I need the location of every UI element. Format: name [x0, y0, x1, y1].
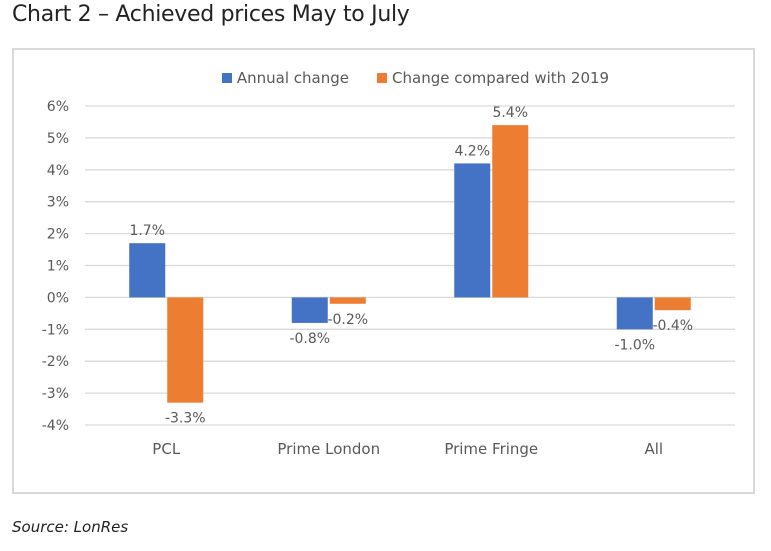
bar-annual-change — [616, 297, 653, 330]
chart-legend: Annual change Change compared with 2019 — [0, 69, 771, 87]
x-tick-label: All — [644, 440, 663, 458]
legend-item-change-vs-2019[interactable]: Change compared with 2019 — [377, 69, 609, 87]
data-label: -0.4% — [652, 318, 693, 334]
data-label: -0.2% — [327, 312, 368, 328]
legend-swatch-change-vs-2019 — [377, 73, 388, 83]
page-title: Chart 2 – Achieved prices May to July — [12, 2, 410, 27]
data-label: -3.3% — [165, 411, 206, 427]
y-tick-label: -1% — [42, 322, 69, 338]
y-tick-label: -3% — [42, 386, 69, 402]
y-tick-label: 5% — [47, 131, 69, 147]
data-label: 4.2% — [454, 143, 490, 159]
legend-label-change-vs-2019: Change compared with 2019 — [392, 69, 610, 87]
y-tick-label: 4% — [47, 163, 69, 179]
bar-change-vs-2019 — [329, 297, 366, 304]
data-label: -0.8% — [289, 331, 330, 347]
bar-annual-change — [129, 243, 166, 298]
legend-item-annual-change[interactable]: Annual change — [221, 69, 350, 87]
y-tick-label: 6% — [47, 99, 69, 115]
bar-change-vs-2019 — [654, 297, 691, 311]
y-tick-label: 0% — [47, 290, 69, 306]
x-tick-label: Prime London — [277, 440, 380, 458]
bar-change-vs-2019 — [167, 297, 204, 403]
source-note: Source: LonRes — [12, 518, 129, 536]
data-label: 5.4% — [492, 105, 528, 121]
x-tick-label: Prime Fringe — [444, 440, 538, 458]
data-label: -1.0% — [614, 337, 655, 353]
legend-swatch-annual-change — [221, 73, 232, 83]
x-tick-label: PCL — [152, 440, 181, 458]
bar-annual-change — [454, 163, 491, 298]
bar-annual-change — [291, 297, 328, 323]
data-label: 1.7% — [129, 223, 165, 239]
legend-label-annual-change: Annual change — [236, 69, 350, 87]
y-tick-label: 2% — [47, 227, 69, 243]
y-tick-label: -4% — [42, 418, 69, 434]
bar-change-vs-2019 — [492, 125, 529, 298]
y-tick-label: -2% — [42, 354, 69, 370]
y-tick-label: 1% — [47, 259, 69, 275]
y-tick-label: 3% — [47, 195, 69, 211]
